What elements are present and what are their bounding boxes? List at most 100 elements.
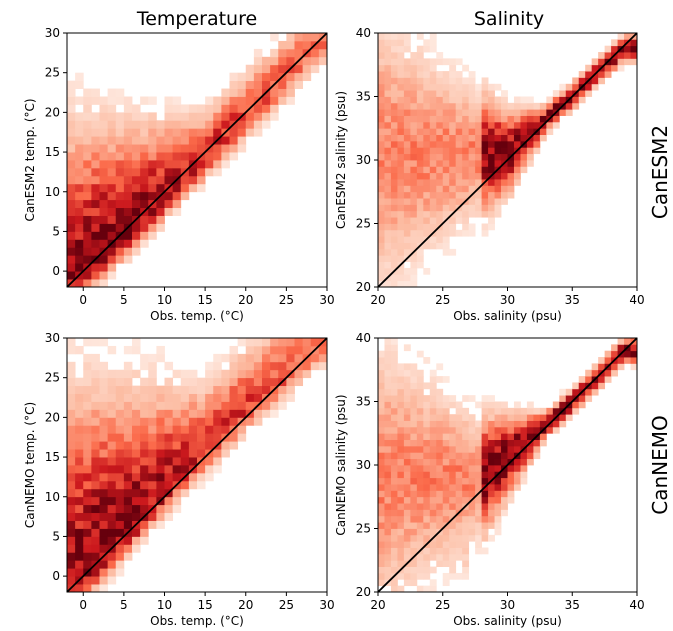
heatmap-cell <box>572 388 580 396</box>
heatmap-cell <box>140 409 149 418</box>
heatmap-cell <box>397 96 405 104</box>
heatmap-cell <box>253 353 263 363</box>
heatmap-cell <box>302 56 312 66</box>
heatmap-cell <box>397 64 405 72</box>
heatmap-cell <box>403 553 411 561</box>
heatmap-cell <box>403 490 411 498</box>
heatmap-cell <box>501 128 508 135</box>
heatmap-cell <box>123 345 133 355</box>
heatmap-cell <box>278 338 287 347</box>
heatmap-cell <box>397 210 405 218</box>
heatmap-cell <box>449 191 457 199</box>
heatmap-cell <box>462 166 470 174</box>
heatmap-cell <box>468 229 476 237</box>
heatmap-cell <box>156 433 165 442</box>
heatmap-cell <box>384 477 392 485</box>
heatmap-cell <box>449 140 457 148</box>
heatmap-cell <box>253 417 263 426</box>
heatmap-cell <box>164 417 174 426</box>
heatmap-cell <box>410 477 418 485</box>
heatmap-cell <box>455 503 463 510</box>
heatmap-cell <box>449 395 457 402</box>
heatmap-cell <box>123 496 133 506</box>
heatmap-cell <box>91 279 100 288</box>
heatmap-cell <box>384 350 392 358</box>
y-tick-label: 25 <box>356 522 371 536</box>
heatmap-cell <box>462 509 470 517</box>
heatmap-cell <box>99 425 109 434</box>
heatmap-cell <box>513 109 521 116</box>
heatmap-cell <box>378 39 385 47</box>
heatmap-cell <box>132 409 141 418</box>
heatmap-cell <box>107 496 117 506</box>
heatmap-cell <box>132 231 141 240</box>
heatmap-cell <box>578 401 586 409</box>
heatmap-cell <box>156 465 165 474</box>
heatmap-cell <box>565 407 573 415</box>
heatmap-cell <box>213 401 222 410</box>
heatmap-cell <box>378 160 385 167</box>
heatmap-cell <box>140 215 149 224</box>
heatmap-cell <box>302 361 312 371</box>
heatmap-cell <box>403 458 411 466</box>
heatmap-cell <box>172 385 182 394</box>
heatmap-cell <box>390 414 398 421</box>
heatmap-cell <box>449 248 457 256</box>
heatmap-cell <box>462 204 470 212</box>
heatmap-cell <box>253 393 263 402</box>
heatmap-cell <box>604 376 612 383</box>
heatmap-cell <box>462 90 470 97</box>
heatmap-cell <box>403 39 411 47</box>
heatmap-cell <box>598 382 606 390</box>
heatmap-cell <box>390 153 398 161</box>
heatmap-cell <box>397 39 405 47</box>
heatmap-cell <box>205 136 214 145</box>
heatmap-cell <box>462 490 470 498</box>
heatmap-cell <box>481 547 489 555</box>
heatmap-cell <box>237 80 247 89</box>
heatmap-cell <box>462 140 470 148</box>
heatmap-cell <box>278 369 287 379</box>
heatmap-cell <box>262 56 271 66</box>
heatmap-cell <box>397 547 405 555</box>
heatmap-cell <box>449 452 457 460</box>
heatmap-cell <box>539 433 547 440</box>
heatmap-cell <box>107 465 117 474</box>
heatmap-cell <box>423 566 431 574</box>
heatmap-cell <box>253 112 263 121</box>
heatmap-cell <box>180 112 190 121</box>
heatmap-cell <box>455 77 463 85</box>
heatmap-cell <box>91 393 100 402</box>
heatmap-cell <box>390 369 398 377</box>
heatmap-cell <box>140 167 149 177</box>
heatmap-cell <box>115 207 125 216</box>
heatmap-cell <box>624 45 631 53</box>
heatmap-cell <box>442 445 450 453</box>
heatmap-cell <box>488 452 495 460</box>
heatmap-cell <box>384 96 392 104</box>
heatmap-cell <box>416 465 424 472</box>
heatmap-cell <box>148 425 157 434</box>
heatmap-cell <box>221 385 230 394</box>
heatmap-cell <box>468 179 476 186</box>
heatmap-cell <box>99 231 109 240</box>
heatmap-cell <box>611 350 618 358</box>
heatmap-cell <box>507 185 515 193</box>
heatmap-cell <box>123 199 133 209</box>
heatmap-cell <box>229 152 239 161</box>
heatmap-cell <box>270 96 279 105</box>
heatmap-cell <box>410 376 418 383</box>
heatmap-cell <box>172 128 182 137</box>
heatmap-cell <box>488 198 495 205</box>
heatmap-cell <box>107 441 117 450</box>
heatmap-cell <box>546 96 554 104</box>
heatmap-cell <box>520 452 528 460</box>
heatmap-cell <box>403 121 411 129</box>
heatmap-cell <box>188 472 198 482</box>
heatmap-cell <box>164 504 174 514</box>
heatmap-cell <box>140 457 149 466</box>
heatmap-cell <box>410 420 418 428</box>
heatmap-cell <box>410 363 418 371</box>
heatmap-cell <box>140 223 149 232</box>
heatmap-cell <box>403 160 411 167</box>
